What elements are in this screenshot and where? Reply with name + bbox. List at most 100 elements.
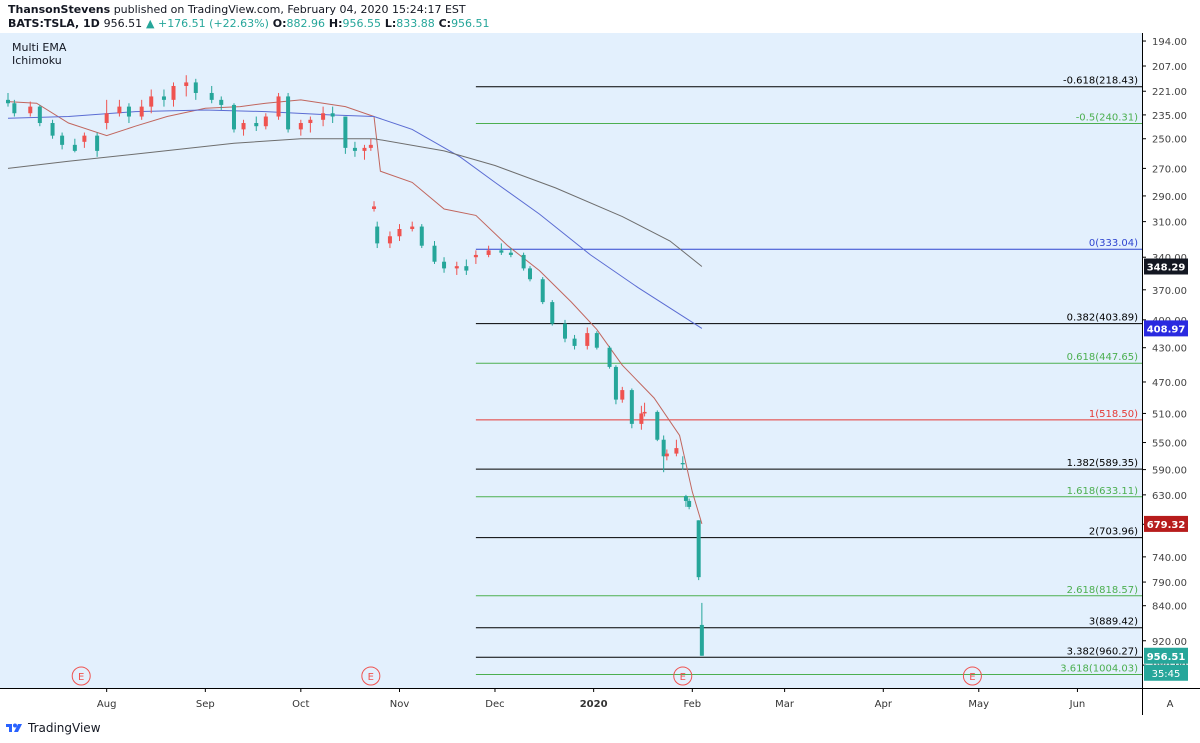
candle[interactable] — [473, 250, 478, 264]
candle[interactable] — [464, 259, 469, 275]
candle[interactable] — [28, 101, 33, 117]
candle[interactable] — [375, 221, 380, 249]
candle[interactable] — [343, 116, 348, 154]
earnings-marker-label: E — [680, 672, 686, 683]
price-tag-bg — [1144, 647, 1188, 664]
ema-fast-line[interactable] — [7, 109, 703, 329]
price-tag[interactable]: 408.97 — [1144, 320, 1188, 337]
price-tag[interactable]: 956.51 — [1144, 647, 1188, 664]
candle[interactable] — [241, 119, 246, 136]
earnings-marker[interactable]: E — [673, 666, 693, 686]
candle[interactable] — [82, 132, 87, 148]
price-tag[interactable]: 348.29 — [1144, 258, 1188, 275]
candle-body — [368, 144, 373, 148]
candle[interactable] — [397, 224, 402, 242]
candle[interactable] — [50, 119, 55, 139]
y-tick-label: 290.00 — [1152, 192, 1187, 203]
candle[interactable] — [572, 334, 577, 350]
earnings-marker[interactable]: E — [361, 666, 381, 686]
candle[interactable] — [95, 132, 100, 157]
candle[interactable] — [527, 266, 532, 282]
candle[interactable] — [37, 104, 42, 127]
candle[interactable] — [639, 405, 644, 430]
candle-body — [298, 123, 303, 130]
earnings-marker-circle — [673, 666, 693, 686]
candle[interactable] — [585, 327, 590, 350]
publisher-name[interactable]: ThansonStevens — [8, 3, 111, 16]
cloud-line-line[interactable] — [7, 99, 703, 525]
candle[interactable] — [664, 449, 669, 461]
candle[interactable] — [661, 435, 666, 473]
open-value: 882.96 — [286, 17, 326, 30]
candle[interactable] — [620, 386, 625, 403]
candle[interactable] — [330, 106, 335, 124]
candle[interactable] — [6, 92, 10, 107]
candle[interactable] — [298, 119, 303, 136]
plot-area[interactable] — [0, 33, 1142, 688]
candle[interactable] — [161, 89, 166, 107]
candle[interactable] — [254, 116, 259, 131]
candle[interactable] — [655, 410, 660, 442]
candle[interactable] — [352, 141, 357, 157]
candle[interactable] — [629, 388, 634, 429]
x-tick-label: Nov — [390, 699, 410, 710]
candle[interactable] — [72, 138, 77, 153]
candle[interactable] — [432, 241, 437, 264]
candle[interactable] — [276, 92, 281, 120]
indicator-title[interactable]: Ichimoku — [12, 54, 62, 67]
candle[interactable] — [286, 92, 291, 133]
earnings-marker[interactable]: E — [962, 666, 982, 686]
candle[interactable] — [683, 494, 688, 507]
candle[interactable] — [419, 224, 424, 249]
candle[interactable] — [231, 103, 236, 133]
tradingview-logo[interactable]: TradingView — [6, 721, 101, 735]
candle-body — [184, 82, 189, 86]
symbol-label[interactable]: BATS:TSLA, 1D — [8, 17, 100, 30]
candle[interactable] — [540, 277, 545, 305]
earnings-marker[interactable]: E — [71, 666, 91, 686]
candle[interactable] — [607, 345, 612, 369]
candle[interactable] — [60, 132, 65, 150]
candle[interactable] — [139, 99, 144, 120]
candle[interactable] — [126, 103, 131, 124]
candle[interactable] — [387, 231, 392, 249]
candle[interactable] — [193, 78, 198, 100]
candle[interactable] — [550, 300, 555, 326]
candle[interactable] — [642, 402, 647, 417]
ema-slow-line[interactable] — [7, 138, 703, 267]
candle[interactable] — [219, 96, 224, 110]
candle[interactable] — [362, 144, 367, 160]
candle[interactable] — [594, 331, 599, 350]
candle[interactable] — [521, 252, 526, 271]
candle[interactable] — [696, 520, 701, 581]
candle[interactable] — [184, 75, 189, 97]
candle[interactable] — [613, 365, 618, 405]
candle[interactable] — [149, 89, 154, 114]
candle[interactable] — [372, 201, 377, 212]
candle[interactable] — [368, 138, 373, 151]
candle[interactable] — [321, 106, 326, 127]
candle[interactable] — [117, 99, 122, 117]
candle[interactable] — [699, 602, 704, 656]
candle[interactable] — [410, 221, 415, 232]
auto-scale-button[interactable]: A — [1167, 699, 1174, 710]
price-tag[interactable]: 679.32 — [1144, 515, 1188, 532]
candle[interactable] — [442, 257, 447, 273]
candle[interactable] — [563, 319, 567, 343]
candle[interactable] — [171, 82, 176, 107]
indicator-title[interactable]: Multi EMA — [12, 41, 67, 54]
candle[interactable] — [308, 116, 313, 133]
candle-body — [308, 119, 313, 124]
candle[interactable] — [12, 99, 17, 117]
candle[interactable] — [687, 498, 692, 510]
candle[interactable] — [263, 113, 268, 130]
candle[interactable] — [680, 456, 685, 470]
candle[interactable] — [454, 261, 459, 275]
candle[interactable] — [209, 85, 214, 104]
candle[interactable] — [486, 245, 491, 258]
candle[interactable] — [508, 248, 513, 258]
candle[interactable] — [674, 439, 679, 457]
candle[interactable] — [499, 243, 504, 255]
candle[interactable] — [104, 99, 109, 130]
